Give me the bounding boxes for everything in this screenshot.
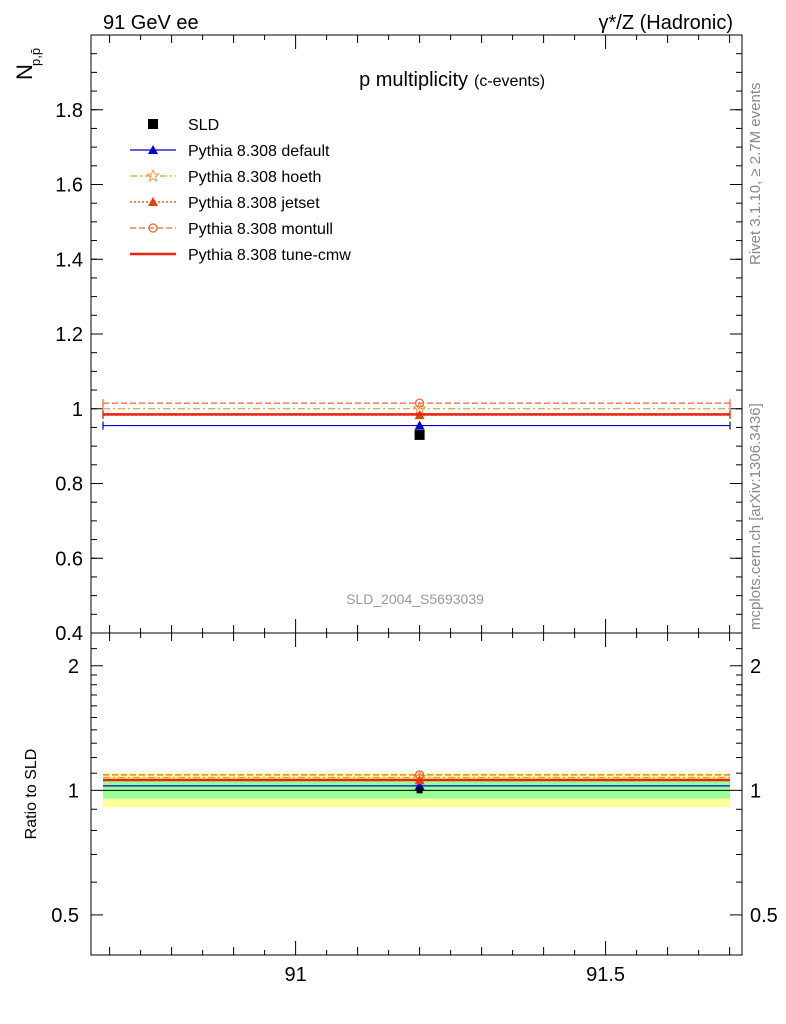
legend-label-sld: SLD [188, 117, 219, 134]
y-tick-label: 1 [72, 399, 83, 421]
y-tick-label: 1.2 [55, 324, 83, 346]
process-label: γ*/Z (Hadronic) [599, 12, 733, 34]
y-tick-label: 1.6 [55, 175, 83, 197]
legend-marker [148, 197, 158, 206]
legend: SLD Pythia 8.308 default Pythia 8.308 hoet… [130, 117, 351, 264]
ratio-x-ticks: 91 91.5 [109, 633, 731, 986]
main-series-lines [102, 398, 731, 440]
mcplots-label: mcplots.cern.ch [arXiv:1306.3436] [747, 403, 764, 630]
legend-label: Pythia 8.308 hoeth [188, 169, 321, 186]
x-tick-label: 91.5 [586, 964, 625, 986]
x-tick-label: 91 [284, 964, 306, 986]
ratio-y-tick-label-right: 2 [750, 656, 761, 678]
series-marker-default [414, 420, 425, 430]
series-marker-montull [414, 398, 425, 408]
legend-marker [146, 168, 160, 183]
legend-label: Pythia 8.308 tune-cmw [188, 247, 351, 264]
plot-subtitle: (c-events) [474, 73, 545, 90]
plot-title: p multiplicity [359, 69, 468, 91]
y-tick-label: 1.8 [55, 100, 83, 122]
ratio-y-tick-label: 1 [68, 780, 79, 802]
ratio-plot-panel: Ratio to SLD 0.5 0.5 1 1 2 2 91 91.5 [23, 632, 778, 986]
y-axis-title: N p,p̄ [12, 48, 43, 80]
y-tick-label: 0.8 [55, 474, 83, 496]
legend-marker-sld [148, 119, 158, 129]
main-y-ticks: 0.4 0.6 0.8 1 1.2 1.4 1.6 1.8 [55, 34, 742, 645]
y-tick-label: 1.4 [55, 249, 83, 271]
main-plot-panel: p multiplicity (c-events) N p,p̄ 0.40.60… [12, 34, 743, 645]
ratio-y-tick-label-right: 0.5 [750, 905, 778, 927]
analysis-watermark: SLD_2004_S5693039 [346, 591, 484, 607]
ratio-plot-frame [90, 632, 743, 956]
ratio-series-lines [103, 770, 730, 794]
main-x-ticks [109, 35, 731, 633]
rivet-version-label: Rivet 3.1.10, ≥ 2.7M events [747, 83, 764, 266]
energy-label: 91 GeV ee [103, 12, 199, 34]
legend-marker [148, 223, 158, 233]
ratio-y-ticks: 0.5 0.5 1 1 2 2 [51, 632, 778, 956]
ratio-y-tick-label: 2 [68, 656, 79, 678]
ratio-y-axis-title: Ratio to SLD [23, 749, 40, 840]
y-tick-label: 0.4 [55, 623, 83, 645]
legend-label: Pythia 8.308 default [188, 143, 330, 160]
y-tick-label: 0.6 [55, 548, 83, 570]
y-axis-title-subscript: p,p̄ [28, 48, 43, 66]
legend-label: Pythia 8.308 jetset [188, 195, 320, 212]
legend-marker [148, 145, 158, 154]
ratio-y-tick-label: 0.5 [51, 905, 79, 927]
y-axis-title-main: N [12, 64, 37, 80]
data-point-sld [414, 429, 425, 440]
ratio-y-tick-label-right: 1 [750, 780, 761, 802]
ratio-data-point [416, 787, 423, 794]
legend-label: Pythia 8.308 montull [188, 221, 333, 238]
